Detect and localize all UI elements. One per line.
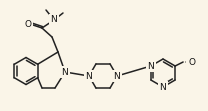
Text: N: N bbox=[160, 82, 166, 91]
Text: N: N bbox=[62, 67, 68, 76]
Text: N: N bbox=[86, 71, 92, 80]
Text: O: O bbox=[25, 20, 31, 29]
Text: O: O bbox=[188, 57, 195, 66]
Text: N: N bbox=[147, 61, 154, 70]
Text: N: N bbox=[51, 16, 57, 25]
Text: N: N bbox=[114, 71, 120, 80]
